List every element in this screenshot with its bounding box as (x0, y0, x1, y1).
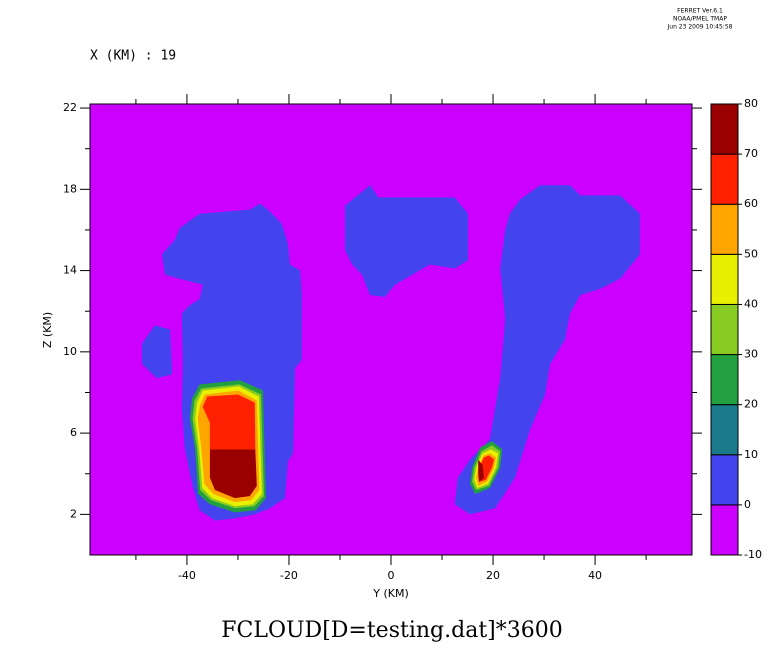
colorbar-label: -10 (744, 548, 762, 561)
contour-region (345, 185, 469, 297)
y-tick-label: 6 (70, 426, 77, 439)
colorbar-label: 20 (744, 398, 758, 411)
header-line: FERRET Ver.6.1 (677, 8, 723, 15)
subtitle: X (KM) : 19 (90, 49, 176, 64)
contour-region (142, 325, 173, 379)
colorbar-cell (710, 354, 739, 406)
y-tick-label: 18 (63, 182, 77, 195)
colorbar-label: 60 (744, 197, 758, 210)
plot-background (90, 104, 692, 555)
y-tick-label: 22 (63, 101, 77, 114)
y-tick-label: 10 (63, 345, 77, 358)
contour-region (478, 459, 484, 482)
x-tick-label: 40 (588, 569, 602, 582)
colorbar-cell (710, 103, 739, 155)
contour-region (202, 394, 256, 450)
colorbar-label: 30 (744, 348, 758, 361)
chart-title: FCLOUD[D=testing.dat]*3600 (221, 618, 562, 643)
colorbar-label: 50 (744, 247, 758, 260)
colorbar-cell (710, 504, 739, 556)
colorbar-cell (710, 404, 739, 456)
header-line: NOAA/PMEL TMAP (673, 16, 727, 23)
colorbar-label: 80 (744, 97, 758, 110)
colorbar-label: 10 (744, 448, 758, 461)
x-tick-label: -40 (178, 569, 196, 582)
contour-region (209, 449, 257, 499)
y-axis-label: Z (KM) (41, 312, 54, 348)
x-tick-label: -20 (280, 569, 298, 582)
x-tick-label: 0 (388, 569, 395, 582)
colorbar-cell (710, 153, 739, 205)
y-tick-label: 14 (63, 264, 77, 277)
x-axis-label: Y (KM) (372, 587, 409, 600)
colorbar-cell (710, 253, 739, 305)
header-line: Jun 23 2009 10:45:58 (667, 24, 733, 31)
colorbar-label: 40 (744, 297, 758, 310)
colorbar-cell (710, 203, 739, 255)
contour-region (454, 185, 640, 515)
colorbar-label: 0 (744, 498, 751, 511)
colorbar-label: 70 (744, 147, 758, 160)
colorbar-cell (710, 454, 739, 506)
y-tick-label: 2 (70, 507, 77, 520)
x-tick-label: 20 (486, 569, 500, 582)
colorbar-cell (710, 303, 739, 356)
